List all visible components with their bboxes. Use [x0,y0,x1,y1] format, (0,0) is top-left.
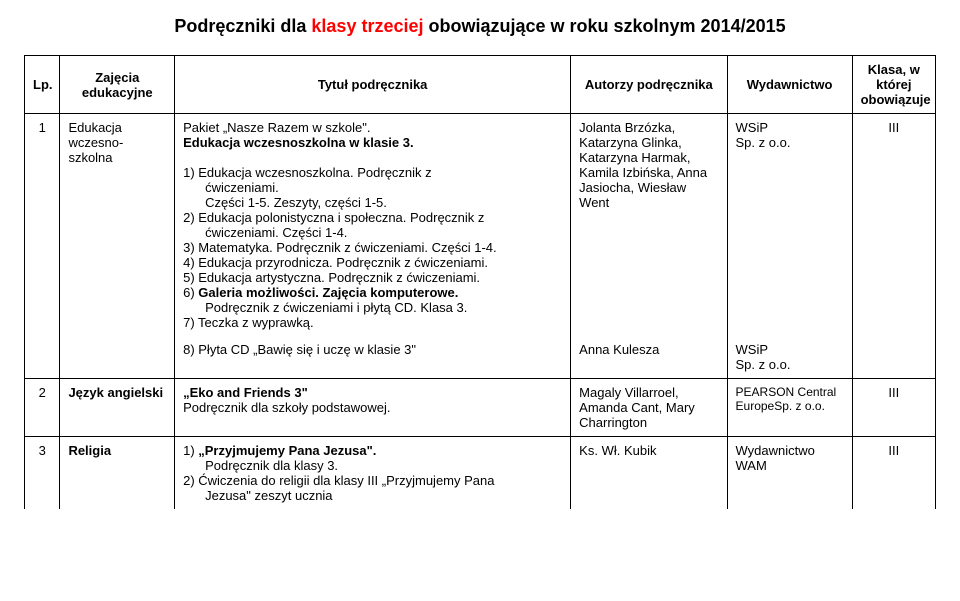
col-authors: Autorzy podręcznika [571,56,727,114]
book-line: Części 1-5. Zeszyty, części 1-5. [183,195,562,210]
book-line: 6) Galeria możliwości. Zajęcia komputero… [183,285,458,300]
book-line: Pakiet „Nasze Razem w szkole". [183,120,370,135]
cell-class: III [852,437,935,510]
cell-authors: Magaly Villarroel, Amanda Cant, Mary Cha… [571,379,727,437]
pub-text: WSiP Sp. z o.o. [736,120,791,150]
cell-lp: 2 [25,379,60,437]
book-line: Podręcznik dla szkoły podstawowej. [183,400,390,415]
table-row: 3 Religia 1) „Przyjmujemy Pana Jezusa". … [25,437,936,510]
cell-lp-empty [25,336,60,379]
cell-book: 8) Płyta CD „Bawię się i uczę w klasie 3… [175,336,571,379]
col-class: Klasa, w której obowiązuje [852,56,935,114]
pub-text: WSiP Sp. z o.o. [736,342,791,372]
cell-publisher: Wydawnictwo WAM [727,437,852,510]
cell-class-empty [852,336,935,379]
book-line: 3) Matematyka. Podręcznik z ćwiczeniami.… [183,240,497,255]
textbook-table: Lp. Zajęcia edukacyjne Tytuł podręcznika… [24,55,936,509]
col-lp: Lp. [25,56,60,114]
book-line: ćwiczeniami. [183,180,562,195]
book-line: 2) Edukacja polonistyczna i społeczna. P… [183,210,484,225]
book-bold: Galeria możliwości. Zajęcia komputerowe. [198,285,458,300]
cell-book: „Eko and Friends 3" Podręcznik dla szkoł… [175,379,571,437]
book-line: ćwiczeniami. Części 1-4. [183,225,562,240]
col-publisher: Wydawnictwo [727,56,852,114]
table-row: 2 Język angielski „Eko and Friends 3" Po… [25,379,936,437]
table-row: 1 Edukacja wczesno-szkolna Pakiet „Nasze… [25,114,936,337]
page-title: Podręczniki dla klasy trzeciej obowiązuj… [24,16,936,37]
cell-book: Pakiet „Nasze Razem w szkole". Edukacja … [175,114,571,337]
cell-publisher: WSiP Sp. z o.o. [727,114,852,337]
book-line: 2) Ćwiczenia do religii dla klasy III „P… [183,473,494,488]
cell-lp: 3 [25,437,60,510]
cell-publisher: PEARSON Central EuropeSp. z o.o. [727,379,852,437]
book-line: Edukacja wczesnoszkolna w klasie 3. [183,135,414,150]
title-highlight: klasy trzeciej [311,16,423,36]
cell-subject: Język angielski [60,379,175,437]
book-line: 5) Edukacja artystyczna. Podręcznik z ćw… [183,270,480,285]
book-line: 4) Edukacja przyrodnicza. Podręcznik z ć… [183,255,488,270]
cell-authors: Ks. Wł. Kubik [571,437,727,510]
book-line: Podręcznik z ćwiczeniami i płytą CD. Kla… [183,300,562,315]
book-line: 1) „Przyjmujemy Pana Jezusa". [183,443,376,458]
cell-lp: 1 [25,114,60,337]
book-line: „Eko and Friends 3" [183,385,308,400]
cell-subject: Religia [60,437,175,510]
title-part2: obowiązujące w roku szkolnym 2014/2015 [423,16,785,36]
cell-authors: Jolanta Brzózka, Katarzyna Glinka, Katar… [571,114,727,337]
book-line: Jezusa" zeszyt ucznia [183,488,562,503]
cell-subject-empty [60,336,175,379]
cell-class: III [852,379,935,437]
book-line: 1) Edukacja wczesnoszkolna. Podręcznik z [183,165,432,180]
title-part1: Podręczniki dla [174,16,311,36]
cell-class: III [852,114,935,337]
cell-authors: Anna Kulesza [571,336,727,379]
cell-subject: Edukacja wczesno-szkolna [60,114,175,337]
book-bold: „Przyjmujemy Pana Jezusa". [198,443,376,458]
cell-book: 1) „Przyjmujemy Pana Jezusa". Podręcznik… [175,437,571,510]
book-line: 7) Teczka z wyprawką. [183,315,314,330]
table-header-row: Lp. Zajęcia edukacyjne Tytuł podręcznika… [25,56,936,114]
col-title: Tytuł podręcznika [175,56,571,114]
col-subject: Zajęcia edukacyjne [60,56,175,114]
book-line: Podręcznik dla klasy 3. [183,458,562,473]
cell-publisher: WSiP Sp. z o.o. [727,336,852,379]
table-row: 8) Płyta CD „Bawię się i uczę w klasie 3… [25,336,936,379]
